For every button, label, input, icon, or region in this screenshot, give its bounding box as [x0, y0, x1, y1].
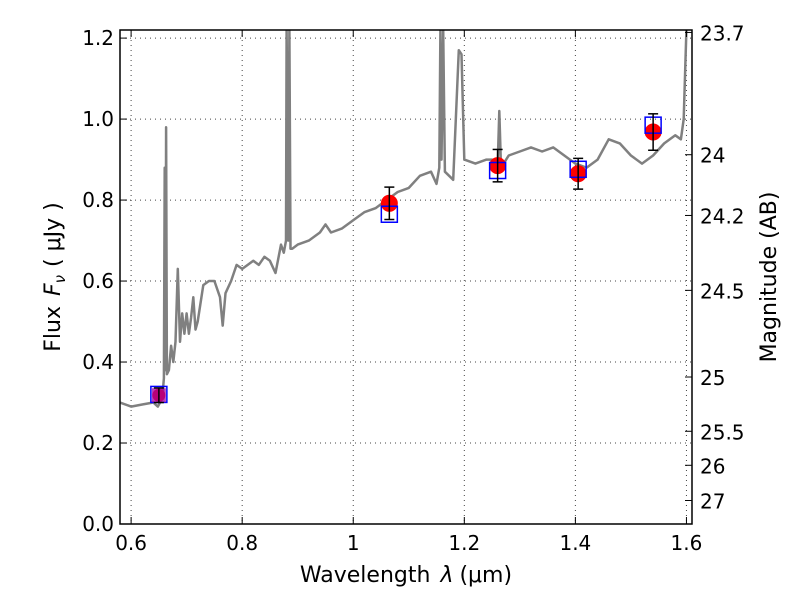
y2-tick-label: 24	[700, 144, 725, 168]
y-tick-label: 0.6	[82, 269, 114, 293]
photometry-series	[150, 113, 662, 404]
x-tick-label: 1.4	[559, 531, 591, 555]
axis-ticks	[120, 30, 692, 525]
y2-tick-label: 24.5	[700, 279, 745, 303]
y2-tick-label: 25	[700, 366, 725, 390]
y-tick-label: 1.2	[82, 26, 114, 50]
y2-tick-label: 27	[700, 490, 725, 514]
x-tick-label: 1.2	[448, 531, 480, 555]
y-tick-label: 0.0	[82, 512, 114, 536]
tick-labels: 0.6 0.8 1 1.2 1.4 1.6 0.0 0.2 0.4 0.6 0.8 1.0 1.2 23.…	[82, 21, 744, 555]
y-tick-label: 0.4	[82, 350, 114, 374]
y2-tick-label: 24.2	[700, 204, 745, 228]
x-tick-label: 1.6	[671, 531, 703, 555]
spectrum-line	[120, 30, 688, 408]
x-tick-label: 0.6	[115, 531, 147, 555]
y-tick-label: 1.0	[82, 107, 114, 131]
y2-axis-title: Magnitude (AB)	[757, 192, 782, 363]
x-tick-label: 0.8	[226, 531, 258, 555]
x-axis-title: Wavelength λ (μm)	[300, 563, 512, 588]
y-tick-label: 0.2	[82, 431, 114, 455]
x-tick-label: 1	[347, 531, 360, 555]
y2-tick-label: 25.5	[700, 420, 745, 444]
y-axis-title: FluxFν( μJy )	[41, 202, 69, 351]
plot-frame	[119, 29, 693, 525]
y2-tick-label: 26	[700, 454, 725, 478]
y-tick-label: 0.8	[82, 188, 114, 212]
spectrum-series	[120, 30, 688, 408]
y2-tick-label: 23.7	[700, 21, 745, 45]
